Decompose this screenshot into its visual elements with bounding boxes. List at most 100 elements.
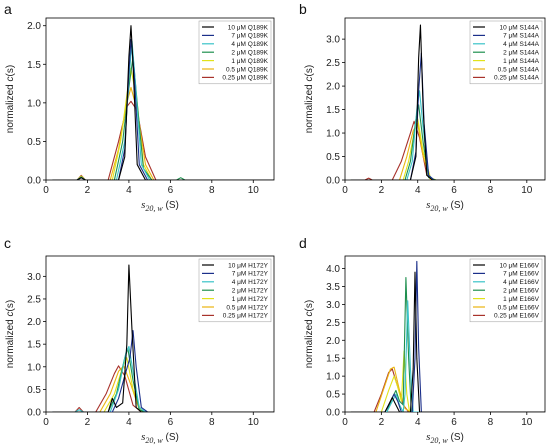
series-line [52,264,274,412]
y-tick-label: 1.0 [27,98,41,109]
x-tick-label: 4 [415,417,421,428]
y-tick-label: 1.0 [326,372,340,383]
series-line [52,345,274,412]
y-tick-label: 3.5 [326,282,340,293]
legend-entry: 0.25 μM Q189K [222,75,268,82]
y-tick-label: 1.5 [27,340,41,351]
y-tick-label: 2.5 [326,318,340,329]
x-tick-label: 4 [415,185,421,196]
x-tick-label: 8 [488,417,494,428]
x-axis-label: s20, w (S) [141,431,179,445]
legend-entry: 2 μM H172Y [232,288,269,295]
series-line [52,348,274,412]
y-tick-label: 3.0 [27,272,41,283]
y-tick-label: 1.5 [27,60,41,71]
series-line [52,86,274,180]
legend-entry: 0.5 μM Q189K [226,66,269,73]
y-tick-label: 0.0 [27,176,41,187]
panel-c: c 0 2 4 6 8 10 0.0 0.5 1.0 1.5 2.0 2.5 3.0 normalized … [4,235,275,445]
x-tick-label: 10 [248,185,260,196]
y-axis-label: normalized c(s) [5,300,16,368]
x-tick-label: 10 [521,185,533,196]
series-line [350,118,545,180]
y-tick-label: 4.0 [326,264,340,275]
x-tick-label: 6 [451,185,457,196]
series-line [350,300,545,412]
x-tick-label: 8 [488,185,494,196]
x-tick-label: 0 [43,417,49,428]
y-tick-label: 2.0 [27,21,41,32]
legend-entry: 1 μM Q189K [231,58,268,65]
legend-entry: 4 μM S144A [503,41,540,48]
panel-letter: d [299,235,307,251]
legend-entry: 1 μM E166V [503,296,540,303]
x-tick-label: 6 [168,185,174,196]
series-line [350,276,545,412]
legend-entry: 0.5 μM E166V [498,304,540,311]
x-axis-label: s20, w (S) [141,199,179,213]
y-tick-label: 1.0 [326,129,340,140]
series-line [52,357,274,412]
x-axis-label: s20, w (S) [426,431,464,445]
series-line [52,67,274,180]
y-tick-label: 0.5 [27,137,41,148]
y-tick-label: 0.5 [27,385,41,396]
legend-entry: 10 μM H172Y [228,262,269,269]
series-line [350,123,545,180]
panel-letter: c [4,235,11,251]
legend-entry: 0.5 μM H172Y [226,304,268,311]
series-line [350,104,545,180]
x-tick-label: 2 [379,185,385,196]
x-tick-label: 0 [342,417,348,428]
y-tick-label: 0.0 [27,408,41,419]
legend-entry: 10 μM Q189K [228,24,269,31]
y-tick-label: 1.0 [27,362,41,373]
y-tick-label: 0.0 [326,176,340,187]
y-tick-label: 0.0 [326,408,340,419]
x-tick-label: 8 [209,185,215,196]
panel-letter: a [4,1,12,17]
y-axis-label: normalized c(s) [5,65,16,133]
y-tick-label: 2.5 [326,58,340,69]
x-tick-label: 10 [521,417,533,428]
y-tick-label: 0.5 [326,390,340,401]
x-tick-label: 8 [209,417,215,428]
series-line [350,24,545,180]
x-tick-label: 4 [126,417,132,428]
legend-entry: 2 μM Q189K [231,50,268,57]
legend-entry: 2 μM S144A [503,50,540,57]
y-tick-label: 2.0 [326,82,340,93]
legend-entry: 0.25 μM H172Y [223,313,269,320]
y-tick-label: 3.0 [326,35,340,46]
x-tick-label: 6 [168,417,174,428]
series-line [350,271,545,412]
x-tick-label: 2 [379,417,385,428]
y-tick-label: 0.5 [326,152,340,163]
series-line [350,90,545,180]
series-line [350,120,545,180]
panel-a: a 0 2 4 6 8 10 0.0 0.5 1.0 1.5 2.0 normalized c(s) s2… [4,1,275,213]
legend-entry: 10 μM E166V [499,262,539,269]
series-line [52,100,274,180]
legend-entry: 2 μM E166V [503,288,540,295]
legend-entry: 7 μM H172Y [232,271,269,278]
panel-b: b 0 2 4 6 8 10 0.0 0.5 1.0 1.5 2.0 2.5 3.0 normalized … [299,1,546,213]
legend-entry: 7 μM S144A [503,33,540,40]
legend-entry: 4 μM E166V [503,279,540,286]
legend-entry: 0.5 μM S144A [498,66,540,73]
x-tick-label: 6 [451,417,457,428]
panel-letter: b [299,1,307,17]
y-tick-label: 2.0 [27,317,41,328]
x-axis-label: s20, w (S) [426,199,464,213]
y-tick-label: 1.5 [326,354,340,365]
series-line [52,365,274,412]
panel-d: d 0 2 4 6 8 10 0.0 0.5 1.0 1.5 2.0 2.5 3.0 3.5 4.0 norma… [299,235,546,445]
x-tick-label: 2 [85,417,91,428]
x-tick-label: 0 [342,185,348,196]
y-axis-label: normalized c(s) [304,65,315,133]
legend-entry: 4 μM Q189K [231,41,268,48]
y-tick-label: 3.0 [326,300,340,311]
series-line [350,368,545,412]
series-line [350,366,545,412]
series-line [350,350,545,412]
